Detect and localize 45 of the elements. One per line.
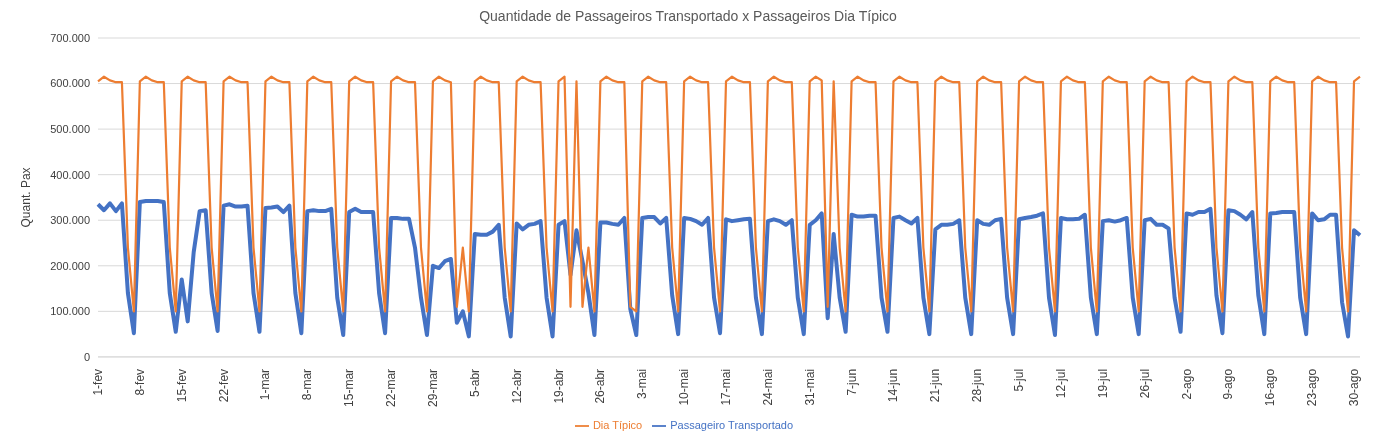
x-tick-label: 7-jun [844, 368, 859, 396]
x-tick-label: 15-mar [342, 368, 357, 407]
y-tick-label: 0 [83, 350, 90, 363]
x-tick-label: 29-mar [425, 368, 440, 407]
y-tick-label: 300.000 [50, 214, 90, 227]
x-tick-label: 1-mar [258, 368, 273, 401]
x-tick-label: 22-mar [384, 368, 399, 407]
x-tick-label: 21-jun [928, 368, 943, 403]
x-tick-label: 10-mai [677, 368, 692, 406]
x-tick-label: 30-ago [1347, 368, 1362, 407]
x-tick-label: 2-ago [1179, 368, 1194, 400]
line-series [96, 75, 1362, 313]
x-tick-label: 1-fev [91, 368, 105, 396]
legend-label: Passageiro Transportado [670, 418, 794, 431]
x-tick-label: 9-ago [1221, 368, 1236, 400]
x-tick-label: 3-mai [635, 368, 650, 399]
x-tick-label: 22-fev [216, 368, 231, 403]
x-tick-label: 19-abr [551, 368, 566, 404]
x-tick-label: 12-jul [1053, 368, 1068, 399]
line-series [96, 199, 1362, 339]
x-tick-label: 5-jul [1012, 368, 1027, 392]
y-tick-label: 200.000 [50, 259, 90, 272]
x-tick-label: 23-ago [1305, 368, 1320, 407]
y-tick-label: 700.000 [50, 31, 90, 44]
x-tick-label: 5-abr [467, 368, 482, 397]
x-tick-label: 17-mai [719, 368, 734, 406]
x-tick-label: 14-jun [886, 368, 901, 403]
x-tick-label: 8-mar [300, 368, 315, 401]
x-tick-label: 28-jun [970, 368, 985, 403]
y-tick-label: 500.000 [50, 123, 90, 136]
x-tick-label: 12-abr [509, 368, 524, 404]
x-tick-label: 24-mai [760, 368, 775, 406]
y-tick-label: 100.000 [50, 305, 90, 318]
y-tick-label: 400.000 [50, 168, 90, 181]
x-tick-label: 19-jul [1095, 368, 1110, 399]
x-tick-label: 8-fev [132, 368, 147, 396]
chart-title: Quantidade de Passageiros Transportado x Passageiros Dia Típico [478, 8, 898, 24]
x-tick-label: 16-ago [1263, 368, 1278, 407]
x-tick-label: 31-mai [802, 368, 817, 406]
y-tick-label: 600.000 [50, 77, 90, 90]
x-tick-label: 26-jul [1137, 368, 1152, 399]
y-axis-title: Quant. Pax [19, 167, 34, 228]
legend-label: Dia Típico [592, 418, 643, 431]
x-tick-label: 15-fev [174, 368, 189, 403]
x-tick-label: 26-abr [593, 368, 608, 404]
